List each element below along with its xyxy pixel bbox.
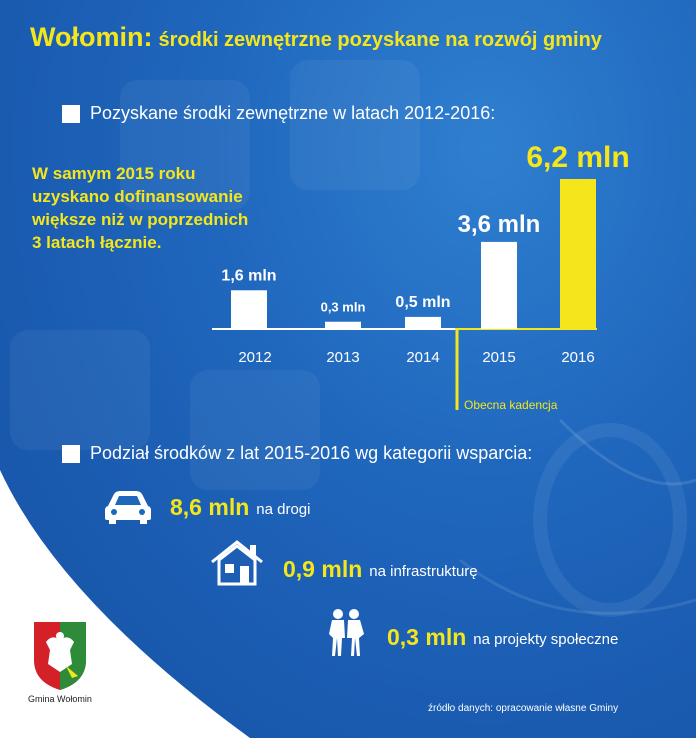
bullet-square-icon [62, 444, 80, 463]
data-label: 6,2 mln [526, 141, 629, 174]
support-category-roads: 8,6 mln na drogi [170, 494, 310, 521]
note-line: uzyskano dofinansowanie [32, 187, 243, 206]
x-tick-label: 2014 [406, 349, 439, 366]
x-tick-label: 2012 [238, 349, 271, 366]
data-label: 0,3 mln [321, 300, 366, 315]
coat-of-arms-logo [34, 622, 86, 690]
term-annotation: Obecna kadencja [464, 398, 558, 412]
background-key-shape [290, 60, 420, 190]
crest-label: Gmina Wołomin [28, 694, 92, 704]
bar [560, 179, 596, 329]
support-label: na drogi [256, 501, 311, 518]
x-tick-label: 2015 [482, 349, 515, 366]
x-tick-label: 2016 [561, 349, 594, 366]
support-value: 8,6 mln [170, 494, 250, 520]
bar [481, 241, 517, 329]
support-value: 0,3 mln [387, 624, 467, 650]
note-line: W samym 2015 roku [32, 164, 196, 183]
bullet-square-icon [62, 104, 80, 123]
section1-heading-text: Pozyskane środki zewnętrzne w latach 201… [90, 103, 496, 123]
people-icon [329, 609, 364, 656]
data-source-note: źródło danych: opracowanie własne Gminy [428, 703, 619, 714]
section1-heading: Pozyskane środki zewnętrzne w latach 201… [62, 103, 495, 124]
bar [325, 321, 361, 329]
support-label: na infrastrukturę [369, 563, 478, 580]
support-value: 0,9 mln [283, 556, 363, 582]
banknote-line [558, 418, 696, 486]
support-label: na projekty społeczne [473, 631, 619, 648]
support-category-infrastructure: 0,9 mln na infrastrukturę [283, 556, 478, 583]
data-label: 0,5 mln [395, 294, 450, 311]
house-icon [211, 540, 263, 586]
section2-heading: Podział środków z lat 2015-2016 wg kateg… [62, 443, 532, 464]
title-main: Wołomin: [30, 22, 153, 52]
data-label: 1,6 mln [221, 267, 276, 284]
section2-heading-text: Podział środków z lat 2015-2016 wg kateg… [90, 443, 533, 463]
page-title: Wołomin: środki zewnętrzne pozyskane na r… [30, 22, 602, 53]
x-tick-label: 2013 [326, 349, 359, 366]
highlight-note: W samym 2015 roku uzyskano dofinansowani… [32, 162, 282, 254]
bar [405, 316, 441, 329]
background-key-shape [120, 80, 250, 210]
background-key-shape [190, 370, 320, 490]
support-category-social: 0,3 mln na projekty społeczne [387, 624, 618, 651]
note-line: 3 latach łącznie. [32, 233, 162, 252]
car-icon [105, 491, 151, 524]
note-line: większe niż w poprzednich [32, 210, 249, 229]
background-key-shape [10, 330, 150, 450]
data-label: 3,6 mln [458, 211, 541, 238]
title-sub: środki zewnętrzne pozyskane na rozwój gm… [158, 29, 602, 51]
banknote-line [459, 558, 696, 615]
banknote-digit-shape [533, 423, 687, 617]
bar [231, 290, 267, 329]
